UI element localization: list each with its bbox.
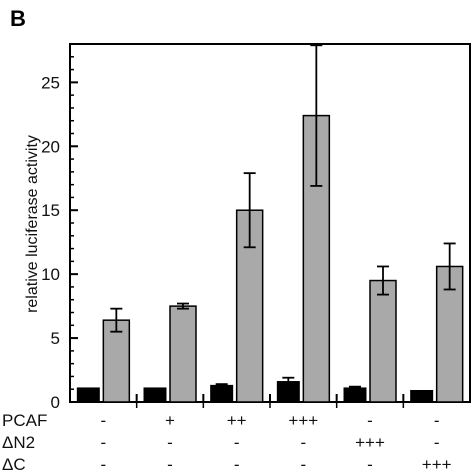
bar-gray <box>369 279 397 403</box>
condition-value: - <box>434 433 440 452</box>
condition-value: - <box>300 455 306 474</box>
condition-value: - <box>434 411 440 430</box>
condition-value: - <box>300 433 306 452</box>
condition-value: - <box>100 411 106 430</box>
bar-black <box>410 389 434 403</box>
condition-value: +++ <box>422 455 452 474</box>
y-tick-label: 25 <box>41 73 60 92</box>
condition-value: ++ <box>227 411 247 430</box>
panel-label: B <box>10 6 26 31</box>
y-tick-label: 0 <box>51 393 60 412</box>
bar-gray <box>102 319 131 403</box>
bar-black <box>210 384 234 403</box>
y-tick-label: 15 <box>41 201 60 220</box>
y-axis-label: relative luciferase activity <box>24 135 41 313</box>
condition-row-label: ΔC <box>2 455 26 474</box>
y-tick-label: 5 <box>51 329 60 348</box>
condition-row-label: PCAF <box>2 411 47 430</box>
bar-black <box>143 387 167 403</box>
condition-value: +++ <box>288 411 318 430</box>
condition-value: + <box>165 411 175 430</box>
bar-black <box>76 387 100 403</box>
condition-value: - <box>100 455 106 474</box>
y-tick-label: 20 <box>41 137 60 156</box>
bar-gray <box>169 305 197 403</box>
condition-value: - <box>234 433 240 452</box>
condition-row-label: ΔN2 <box>2 433 35 452</box>
condition-value: - <box>234 455 240 474</box>
condition-value: - <box>367 455 373 474</box>
condition-value: - <box>167 455 173 474</box>
condition-value: +++ <box>355 433 385 452</box>
condition-value: - <box>167 433 173 452</box>
condition-value: - <box>367 411 373 430</box>
y-tick-label: 10 <box>41 265 60 284</box>
condition-value: - <box>100 433 106 452</box>
